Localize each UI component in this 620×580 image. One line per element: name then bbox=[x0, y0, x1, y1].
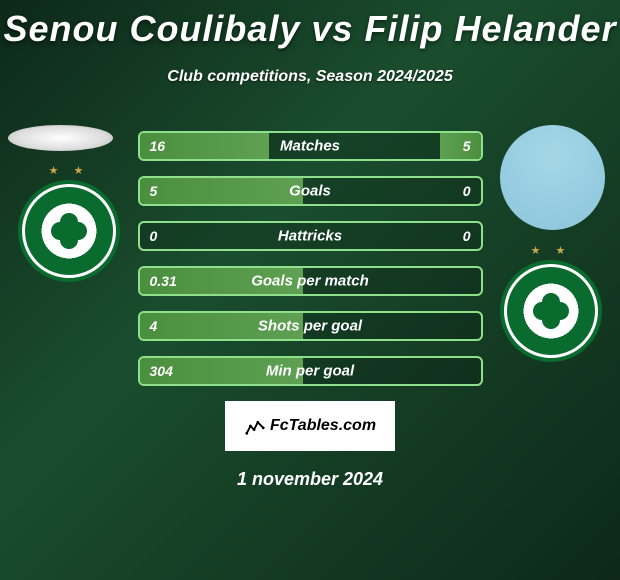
stat-fill-left bbox=[140, 178, 304, 204]
stat-value-left: 4 bbox=[150, 318, 158, 334]
stat-row: 0.31 Goals per match bbox=[138, 266, 483, 296]
stat-value-right: 0 bbox=[463, 183, 471, 199]
page-title: Senou Coulibaly vs Filip Helander bbox=[0, 0, 620, 50]
club-badge-right: ★ ★ bbox=[500, 260, 602, 362]
stat-row: 0 Hattricks 0 bbox=[138, 221, 483, 251]
stat-row: 304 Min per goal bbox=[138, 356, 483, 386]
star-icon: ★ ★ bbox=[531, 244, 572, 257]
clover-icon bbox=[51, 213, 87, 249]
stat-label: Goals bbox=[289, 183, 331, 200]
subtitle: Club competitions, Season 2024/2025 bbox=[0, 68, 620, 86]
stat-row: 16 Matches 5 bbox=[138, 131, 483, 161]
player-photo-right bbox=[500, 125, 605, 230]
fctables-logo-icon bbox=[244, 415, 266, 437]
stat-fill-right bbox=[440, 133, 481, 159]
stat-label: Min per goal bbox=[266, 363, 354, 380]
stat-row: 4 Shots per goal bbox=[138, 311, 483, 341]
stat-label: Shots per goal bbox=[258, 318, 362, 335]
clover-icon bbox=[533, 293, 569, 329]
stat-value-left: 0 bbox=[150, 228, 158, 244]
stat-label: Hattricks bbox=[278, 228, 342, 245]
stat-row: 5 Goals 0 bbox=[138, 176, 483, 206]
star-icon: ★ ★ bbox=[49, 164, 90, 177]
stat-value-left: 16 bbox=[150, 138, 166, 154]
stat-value-left: 304 bbox=[150, 363, 173, 379]
player-photo-left bbox=[8, 125, 113, 151]
stat-value-left: 5 bbox=[150, 183, 158, 199]
stat-value-left: 0.31 bbox=[150, 273, 177, 289]
stats-container: 16 Matches 5 5 Goals 0 0 Hattricks 0 0.3… bbox=[138, 131, 483, 386]
club-badge-left: ★ ★ bbox=[18, 180, 120, 282]
stat-value-right: 5 bbox=[463, 138, 471, 154]
stat-label: Matches bbox=[280, 138, 340, 155]
date-label: 1 november 2024 bbox=[0, 469, 620, 490]
watermark-text: FcTables.com bbox=[270, 417, 376, 435]
stat-label: Goals per match bbox=[251, 273, 369, 290]
stat-value-right: 0 bbox=[463, 228, 471, 244]
watermark: FcTables.com bbox=[225, 401, 395, 451]
